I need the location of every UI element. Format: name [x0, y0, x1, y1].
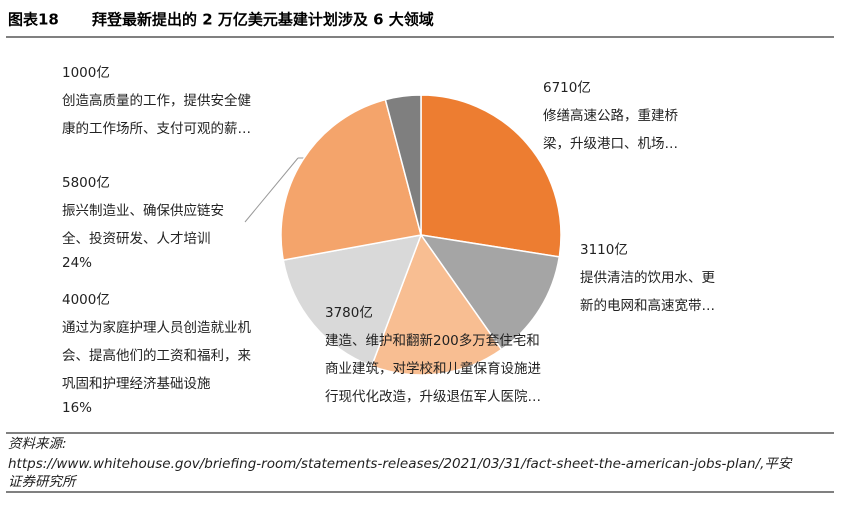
value-label: 3110亿 — [580, 242, 628, 258]
slice-description: 会、提高他们的工资和福利，来 — [62, 347, 251, 364]
slice-description: 创造高质量的工作，提供安全健 — [62, 92, 251, 109]
value-label: 6710亿 — [543, 80, 591, 96]
slice-description: 梁，升级港口、机场… — [543, 136, 678, 152]
slice-description: 修缮高速公路，重建桥 — [543, 107, 678, 124]
value-label: 5800亿 — [62, 175, 110, 191]
pie-slice — [384, 94, 422, 236]
slice-description: 全、投资研发、人才培训 — [62, 230, 211, 247]
leader-line — [244, 157, 299, 223]
slice-description: 行现代化改造，升级退伍军人医院… — [325, 389, 541, 405]
slice-description: 康的工作场所、支付可观的薪… — [62, 120, 251, 137]
value-label: 4000亿 — [62, 292, 110, 308]
share-label: 16% — [62, 400, 92, 416]
slice-description: 振兴制造业、确保供应链安 — [62, 202, 224, 219]
source: https://www.whitehouse.gov/briefing-room… — [8, 456, 793, 472]
pie-slice — [370, 233, 503, 376]
pie-slice — [420, 94, 562, 258]
slice-description: 商业建筑，对学校和儿童保育设施进 — [325, 360, 541, 377]
share-label: 24% — [62, 255, 92, 271]
source: 证券研究所 — [8, 474, 78, 490]
slice-description: 巩固和护理经济基础设施 — [62, 375, 211, 392]
slice-description: 新的电网和高速宽带… — [580, 297, 715, 314]
slice-description: 通过为家庭护理人员创造就业机 — [62, 319, 251, 336]
pie-slice — [419, 233, 561, 351]
value-label: 1000亿 — [62, 65, 110, 81]
source: 资料来源: — [8, 436, 67, 452]
value-label: 3780亿 — [325, 305, 373, 321]
slice-description: 建造、维护和翻新200多万套住宅和 — [325, 332, 540, 349]
pie-slice — [282, 234, 423, 367]
figure-label: 图表18 — [8, 11, 59, 29]
chart-title: 拜登最新提出的 2 万亿美元基建计划涉及 6 大领域 — [92, 11, 434, 29]
pie-slice — [280, 98, 422, 261]
slice-description: 提供清洁的饮用水、更 — [580, 270, 715, 286]
